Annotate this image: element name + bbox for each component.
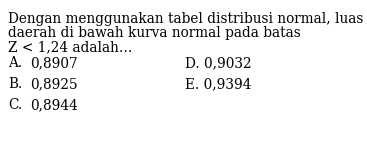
Text: 0,8925: 0,8925 [30,77,78,91]
Text: Z < 1,24 adalah…: Z < 1,24 adalah… [8,40,132,54]
Text: daerah di bawah kurva normal pada batas: daerah di bawah kurva normal pada batas [8,26,301,40]
Text: Dengan menggunakan tabel distribusi normal, luas: Dengan menggunakan tabel distribusi norm… [8,12,363,26]
Text: B.: B. [8,77,22,91]
Text: C.: C. [8,98,22,112]
Text: 0,8907: 0,8907 [30,56,78,70]
Text: E. 0,9394: E. 0,9394 [185,77,251,91]
Text: 0,8944: 0,8944 [30,98,78,112]
Text: A.: A. [8,56,22,70]
Text: D. 0,9032: D. 0,9032 [185,56,252,70]
